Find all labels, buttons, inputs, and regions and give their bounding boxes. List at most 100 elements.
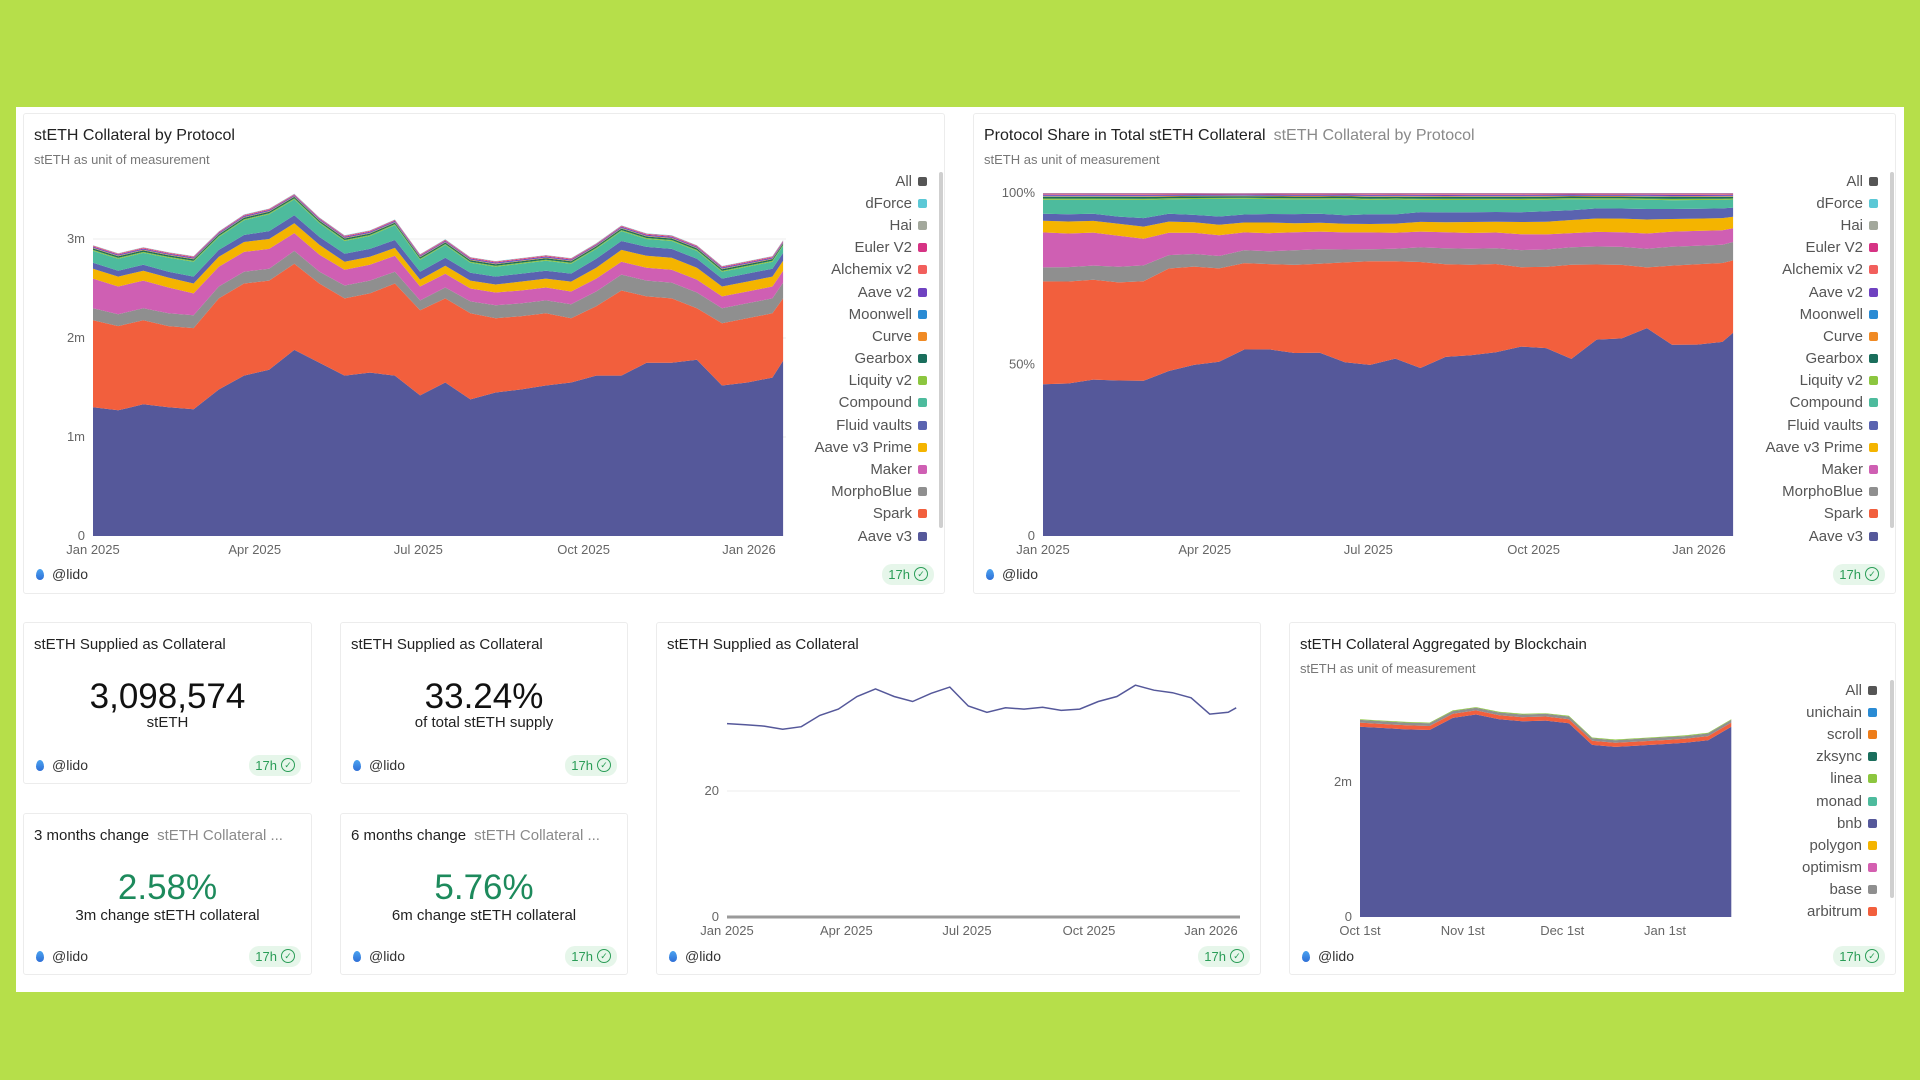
legend-item[interactable]: Spark bbox=[1765, 503, 1878, 525]
legend-item[interactable]: optimism bbox=[1802, 857, 1877, 879]
legend-item[interactable]: Moonwell bbox=[814, 303, 927, 325]
legend-item[interactable]: Hai bbox=[1765, 214, 1878, 236]
legend-item[interactable]: Hai bbox=[814, 214, 927, 236]
legend-label: Compound bbox=[1789, 394, 1863, 412]
freshness-badge[interactable]: 17h ✓ bbox=[565, 754, 617, 776]
freshness-badge[interactable]: 17h ✓ bbox=[882, 563, 934, 585]
author[interactable]: @lido bbox=[34, 566, 88, 582]
author[interactable]: @lido bbox=[351, 948, 405, 964]
freshness-badge[interactable]: 17h ✓ bbox=[1198, 945, 1250, 967]
legend-item[interactable]: arbitrum bbox=[1802, 901, 1877, 923]
legend-item[interactable]: Aave v2 bbox=[1765, 281, 1878, 303]
legend-item[interactable]: Maker bbox=[1765, 458, 1878, 480]
legend-item[interactable]: Gearbox bbox=[1765, 348, 1878, 370]
legend-label: base bbox=[1829, 881, 1862, 899]
legend-item[interactable]: Compound bbox=[814, 392, 927, 414]
legend-swatch bbox=[1869, 198, 1878, 208]
legend-item[interactable]: base bbox=[1802, 879, 1877, 901]
freshness-badge[interactable]: 17h ✓ bbox=[249, 754, 301, 776]
legend-swatch bbox=[1868, 774, 1877, 784]
legend-item[interactable]: Compound bbox=[1765, 392, 1878, 414]
legend-item[interactable]: linea bbox=[1802, 768, 1877, 790]
legend-item[interactable]: zksync bbox=[1802, 746, 1877, 768]
legend-item[interactable]: Aave v3 bbox=[1765, 525, 1878, 542]
legend-item[interactable]: Fluid vaults bbox=[1765, 414, 1878, 436]
legend-item[interactable]: Curve bbox=[1765, 325, 1878, 347]
card-title: 3 months change stETH Collateral ... bbox=[34, 827, 283, 844]
y-tick-label: 0 bbox=[78, 528, 85, 543]
legend-label: optimism bbox=[1801, 859, 1862, 877]
legend-item[interactable]: polygon bbox=[1802, 834, 1877, 856]
legend-item[interactable]: Alchemix v2 bbox=[1765, 259, 1878, 281]
legend-swatch bbox=[1869, 376, 1878, 386]
author[interactable]: @lido bbox=[34, 948, 88, 964]
panel-title: stETH Supplied as Collateral bbox=[667, 636, 859, 653]
legend-scrollbar[interactable] bbox=[939, 172, 943, 528]
card-title-secondary: stETH Collateral ... bbox=[474, 827, 600, 844]
legend-item[interactable]: Euler V2 bbox=[814, 237, 927, 259]
legend-item[interactable]: All bbox=[1765, 170, 1878, 192]
legend-scrollbar[interactable] bbox=[1890, 680, 1894, 898]
legend-item[interactable]: monad bbox=[1802, 790, 1877, 812]
legend-item[interactable]: Aave v3 Prime bbox=[814, 436, 927, 458]
legend-item[interactable]: Aave v3 Prime bbox=[1765, 436, 1878, 458]
legend-label: scroll bbox=[1826, 725, 1862, 743]
legend-item[interactable]: Maker bbox=[814, 458, 927, 480]
author[interactable]: @lido bbox=[1300, 948, 1354, 964]
freshness-badge[interactable]: 17h ✓ bbox=[249, 945, 301, 967]
legend-swatch bbox=[918, 198, 927, 208]
x-tick-label: Oct 1st bbox=[1339, 923, 1381, 938]
author[interactable]: @lido bbox=[351, 757, 405, 773]
legend-item[interactable]: bnb bbox=[1802, 812, 1877, 834]
legend-swatch bbox=[1869, 287, 1878, 297]
x-tick-label: Nov 1st bbox=[1441, 923, 1485, 938]
freshness-badge[interactable]: 17h ✓ bbox=[1833, 563, 1885, 585]
area-series-maker bbox=[1043, 228, 1734, 268]
legend-item[interactable]: dForce bbox=[814, 192, 927, 214]
legend-item[interactable]: Aave v3 bbox=[814, 525, 927, 542]
legend-item[interactable]: Alchemix v2 bbox=[814, 259, 927, 281]
legend-item[interactable]: Spark bbox=[814, 503, 927, 525]
x-tick-label: Dec 1st bbox=[1540, 923, 1584, 938]
x-tick-label: Apr 2025 bbox=[1178, 542, 1231, 557]
legend-swatch bbox=[1868, 907, 1877, 917]
area-series-compound bbox=[93, 199, 784, 279]
legend-item[interactable]: dForce bbox=[1765, 192, 1878, 214]
chart-legend[interactable]: All dForce Hai Euler V2 Alchemix v2 Aave v2 Mo… bbox=[814, 170, 927, 542]
legend-item[interactable]: Euler V2 bbox=[1765, 237, 1878, 259]
legend-item[interactable]: MorphoBlue bbox=[814, 481, 927, 503]
x-tick-label: Oct 2025 bbox=[1063, 923, 1116, 938]
legend-item[interactable]: Curve bbox=[814, 325, 927, 347]
freshness-badge[interactable]: 17h ✓ bbox=[1833, 945, 1885, 967]
legend-label: Curve bbox=[871, 327, 912, 345]
check-circle-icon: ✓ bbox=[281, 949, 295, 963]
legend-item[interactable]: scroll bbox=[1802, 723, 1877, 745]
author[interactable]: @lido bbox=[984, 566, 1038, 582]
legend-label: Moonwell bbox=[1799, 305, 1863, 323]
legend-item[interactable]: Liquity v2 bbox=[1765, 370, 1878, 392]
y-tick-label: 50% bbox=[1009, 357, 1035, 372]
author-name: @lido bbox=[1318, 948, 1355, 964]
freshness-badge[interactable]: 17h ✓ bbox=[565, 945, 617, 967]
author[interactable]: @lido bbox=[667, 948, 721, 964]
percent-area-chart: 0 50% 100% Jan 2025 Apr 2025 Jul 2025 Oct 2025… bbox=[1002, 185, 1734, 557]
chart-legend[interactable]: All unichain scroll zksync linea monad bnb poly… bbox=[1802, 679, 1877, 929]
three-month-change-card: 3 months change stETH Collateral ... 2.58… bbox=[23, 813, 312, 975]
legend-item[interactable]: unichain bbox=[1802, 701, 1877, 723]
legend-scrollbar[interactable] bbox=[1890, 172, 1894, 528]
legend-swatch bbox=[1868, 707, 1877, 717]
author[interactable]: @lido bbox=[34, 757, 88, 773]
legend-item[interactable]: MorphoBlue bbox=[1765, 481, 1878, 503]
legend-item[interactable]: Gearbox bbox=[814, 348, 927, 370]
freshness-text: 17h bbox=[1839, 948, 1861, 964]
legend-item[interactable]: Moonwell bbox=[1765, 303, 1878, 325]
legend-item[interactable]: All bbox=[1802, 679, 1877, 701]
legend-item[interactable]: Fluid vaults bbox=[814, 414, 927, 436]
legend-item[interactable]: All bbox=[814, 170, 927, 192]
legend-item[interactable]: Liquity v2 bbox=[814, 370, 927, 392]
legend-item[interactable]: Aave v2 bbox=[814, 281, 927, 303]
legend-swatch bbox=[918, 531, 927, 541]
x-tick-label: Apr 2025 bbox=[820, 923, 873, 938]
chart-legend[interactable]: All dForce Hai Euler V2 Alchemix v2 Aave v2 Mo… bbox=[1765, 170, 1878, 542]
change-label: 6m change stETH collateral bbox=[391, 907, 577, 924]
